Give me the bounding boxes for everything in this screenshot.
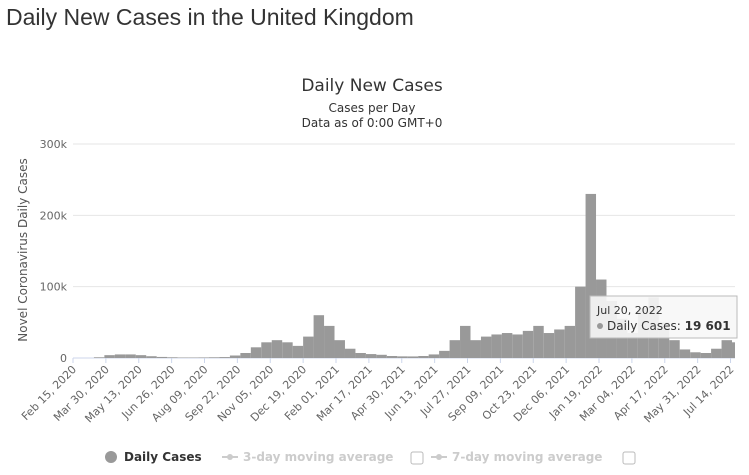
bar: [386, 356, 398, 358]
bar: [114, 354, 126, 358]
chart-subtitle-2: Data as of 0:00 GMT+0: [302, 116, 443, 130]
tooltip-marker-icon: [597, 323, 603, 329]
x-tick-label: May 31, 2022: [641, 363, 703, 425]
legend-dot-icon: [105, 451, 117, 463]
chart-title: Daily New Cases: [301, 76, 443, 96]
bar: [355, 353, 366, 358]
y-axis-label: Novel Coronavirus Daily Cases: [16, 158, 30, 341]
bar: [104, 355, 115, 358]
bar: [407, 356, 419, 358]
legend: Daily Cases 3-day moving average 7-day m…: [105, 450, 636, 465]
bar: [585, 193, 597, 358]
tooltip: Jul 20, 2022 Daily Cases: 19 601: [589, 295, 738, 339]
bar: [480, 336, 492, 358]
bar: [439, 350, 450, 358]
legend-item-3-day-average[interactable]: 3-day moving average: [222, 450, 424, 465]
bar: [219, 357, 230, 358]
legend-line-marker-icon: [227, 454, 233, 460]
bar: [167, 357, 178, 358]
bar: [146, 356, 157, 358]
y-tick-label: 0: [60, 352, 67, 365]
bar: [324, 325, 335, 358]
bar: [543, 333, 555, 358]
bar: [575, 286, 586, 358]
bar: [344, 348, 356, 358]
bar: [313, 315, 325, 358]
bar: [125, 354, 136, 358]
x-tick-label: May 13, 2020: [82, 363, 144, 425]
legend-item-daily-cases[interactable]: Daily Cases: [105, 450, 202, 464]
bar: [428, 354, 440, 358]
svg-text:Daily Cases: 19 601: Daily Cases: 19 601: [607, 319, 731, 333]
bar: [240, 353, 251, 358]
y-tick-label: 300k: [40, 138, 68, 151]
bar: [365, 354, 377, 358]
legend-item-7-day-average[interactable]: 7-day moving average: [431, 450, 636, 465]
bar: [198, 357, 209, 358]
bar: [669, 340, 680, 358]
bar: [522, 330, 534, 358]
tooltip-value: 19 601: [685, 319, 731, 333]
legend-line-marker-icon: [436, 454, 442, 460]
bar: [470, 340, 481, 358]
bar: [135, 355, 147, 358]
page-title: Daily New Cases in the United Kingdom: [6, 4, 414, 30]
bar: [156, 356, 168, 358]
bar: [679, 349, 691, 358]
bar: [292, 345, 304, 358]
bar: [303, 336, 314, 358]
tooltip-label: Daily Cases:: [607, 319, 681, 333]
bar: [208, 357, 220, 358]
bar: [658, 322, 670, 358]
bar: [261, 342, 272, 358]
bar: [564, 325, 576, 358]
bar: [449, 340, 461, 358]
bar: [376, 354, 387, 358]
y-tick-label: 100k: [40, 281, 68, 294]
bar: [501, 333, 513, 358]
tooltip-date: Jul 20, 2022: [596, 304, 663, 317]
bar: [418, 356, 429, 358]
bar: [721, 340, 733, 358]
bar: [711, 348, 722, 358]
bar: [271, 340, 283, 358]
bar: [334, 340, 345, 358]
bar: [491, 334, 502, 358]
svg-text:Daily Cases: Daily Cases: [124, 450, 202, 464]
svg-text:7-day moving average: 7-day moving average: [452, 450, 602, 464]
bar: [700, 353, 712, 358]
bar: [554, 329, 565, 358]
bar: [229, 355, 241, 358]
bar: [732, 342, 735, 358]
checkbox-7-day[interactable]: [622, 451, 636, 465]
bar: [512, 334, 523, 358]
bar: [250, 347, 262, 358]
y-tick-label: 200k: [40, 209, 68, 222]
svg-text:3-day moving average: 3-day moving average: [243, 450, 393, 464]
chart-subtitle-1: Cases per Day: [329, 101, 416, 115]
bar: [627, 333, 638, 358]
bar: [533, 325, 544, 358]
bar: [397, 356, 408, 358]
checkbox-3-day[interactable]: [410, 451, 424, 465]
bar: [282, 342, 293, 358]
bar: [93, 357, 105, 358]
bar: [690, 352, 701, 358]
bar: [460, 325, 471, 358]
